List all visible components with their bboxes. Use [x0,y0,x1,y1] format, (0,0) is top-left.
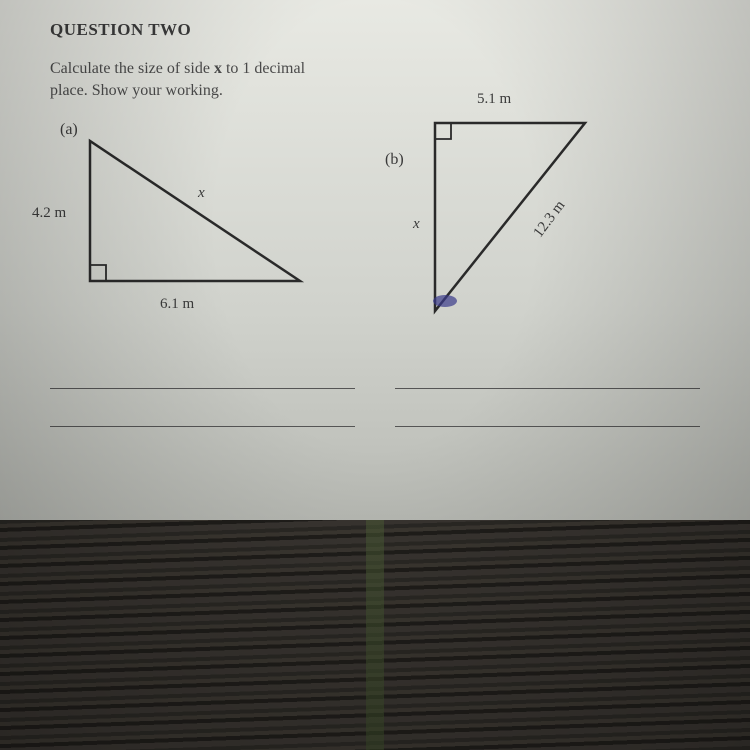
problems-row: (a) 4.2 m 6.1 m x (b) [50,111,700,437]
ink-mark [433,295,457,307]
answer-line [50,361,355,389]
answer-line [395,361,700,389]
triangle-a-svg [50,111,350,341]
triangle-b-shape [435,123,585,311]
worksheet-page: QUESTION TWO Calculate the size of side … [0,0,750,520]
problem-a: (a) 4.2 m 6.1 m x [50,111,355,437]
answer-lines-b [395,361,700,427]
instr-part1b: to 1 decimal [222,60,305,77]
problem-b: (b) 5.1 m x 12.3 m [395,111,700,437]
carpet-background [0,520,750,750]
side-b-top: 5.1 m [477,91,511,108]
triangle-a-wrap: 4.2 m 6.1 m x [50,111,355,341]
right-angle-a [90,265,106,281]
triangle-a-shape [90,141,300,281]
instr-x: x [214,60,222,77]
side-a-bottom: 6.1 m [160,296,194,313]
answer-line [395,399,700,427]
answer-line [50,399,355,427]
question-heading: QUESTION TWO [50,20,700,40]
side-a-left: 4.2 m [32,205,66,222]
side-b-left: x [413,216,420,233]
instr-part2: place. Show your working. [50,82,223,99]
answer-lines-a [50,361,355,427]
instr-part1: Calculate the size of side [50,60,214,77]
side-a-hyp: x [198,185,205,202]
right-angle-b [435,123,451,139]
instruction-text: Calculate the size of side x to 1 decima… [50,58,370,101]
triangle-b-wrap: 5.1 m x 12.3 m [395,111,700,341]
